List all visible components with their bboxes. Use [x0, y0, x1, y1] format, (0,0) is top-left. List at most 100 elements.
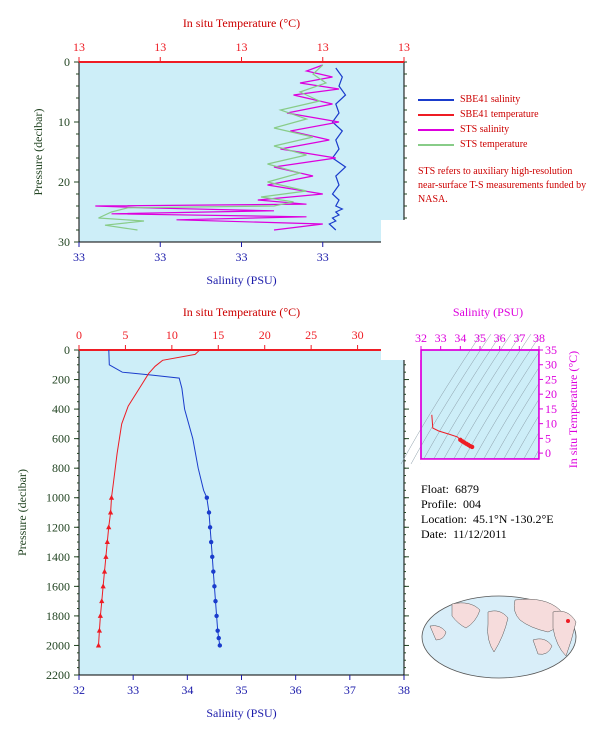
data-point — [208, 539, 214, 545]
land-mass — [552, 610, 577, 657]
right-tick-label: 25 — [545, 372, 557, 386]
series-line — [108, 349, 221, 646]
legend-item: STS salinity — [418, 122, 539, 137]
density-contour — [410, 333, 492, 465]
y-tick-label: 2000 — [46, 638, 70, 652]
legend-label: STS temperature — [460, 139, 528, 150]
data-point — [103, 553, 109, 559]
data-point — [97, 612, 103, 618]
bottom-tick-label: 33 — [73, 250, 85, 264]
top-tick-label: 37 — [513, 331, 525, 345]
series-line — [95, 64, 340, 231]
mask — [381, 220, 421, 360]
top-tick-label: 30 — [352, 328, 364, 342]
series-line — [98, 64, 328, 231]
bottom-tick-label: 36 — [290, 683, 302, 697]
data-point — [100, 583, 106, 589]
location-label: Location: — [421, 512, 467, 526]
top-tick-label: 13 — [317, 40, 329, 54]
profile-value: 004 — [463, 497, 481, 511]
legend-label: SBE41 temperature — [460, 109, 539, 120]
float-value: 6879 — [455, 482, 480, 496]
top-tick-label: 35 — [474, 331, 486, 345]
data-point — [216, 635, 221, 641]
data-point — [210, 554, 215, 560]
legend-swatch — [418, 143, 454, 146]
bottom-tick-label: 37 — [344, 683, 356, 697]
y-tick-label: 1600 — [46, 579, 70, 593]
top-axis-title: In situ Temperature (°C) — [183, 305, 300, 319]
plot-area-top — [78, 61, 405, 243]
right-tick-label: 10 — [545, 417, 557, 431]
data-point — [217, 643, 223, 648]
y-tick-label: 0 — [64, 343, 70, 357]
top-tick-label: 0 — [76, 328, 82, 342]
top-tick-label: 13 — [73, 40, 85, 54]
ts-right-axis-title: In situ Temperature (°C) — [566, 351, 580, 468]
top-tick-label: 33 — [435, 331, 447, 345]
ts-point — [469, 444, 475, 450]
bottom-tick-label: 33 — [317, 250, 329, 264]
y-tick-label: 30 — [58, 235, 70, 249]
legend-label: STS salinity — [460, 124, 510, 135]
legend-swatch — [418, 98, 454, 101]
density-contour — [450, 333, 532, 465]
y-tick-label: 800 — [52, 461, 70, 475]
bottom-tick-label: 33 — [127, 683, 139, 697]
data-point — [101, 568, 108, 574]
data-point — [95, 642, 102, 648]
bottom-tick-label: 34 — [181, 683, 193, 697]
top-tick-label: 25 — [305, 328, 317, 342]
data-point — [106, 524, 112, 530]
data-point — [206, 510, 212, 515]
top-tick-label: 13 — [236, 40, 248, 54]
data-point — [211, 569, 216, 574]
right-tick-label: 0 — [545, 446, 551, 460]
mask — [539, 250, 601, 550]
density-contour — [430, 333, 512, 465]
land-mass — [451, 602, 481, 629]
y-tick-label: 400 — [52, 402, 70, 416]
data-point — [96, 627, 103, 633]
profile-label: Profile: — [421, 497, 457, 511]
data-point — [207, 525, 213, 530]
plot-area-ts — [420, 349, 540, 460]
land-mass — [487, 610, 509, 653]
data-point — [107, 509, 114, 515]
y-tick-label: 600 — [52, 432, 70, 446]
right-tick-label: 5 — [545, 431, 551, 445]
top-tick-label: 10 — [166, 328, 178, 342]
date-value: 11/12/2011 — [453, 527, 507, 541]
legend-swatch — [418, 128, 454, 131]
date-label: Date: — [421, 527, 447, 541]
land-mass — [429, 625, 447, 641]
ts-top-axis-title: Salinity (PSU) — [453, 305, 523, 319]
top-tick-label: 32 — [415, 331, 427, 345]
bottom-tick-label: 35 — [236, 683, 248, 697]
top-tick-label: 13 — [398, 40, 410, 54]
top-tick-label: 34 — [454, 331, 466, 345]
right-tick-label: 20 — [545, 387, 557, 401]
x-axis-title: Salinity (PSU) — [206, 273, 276, 287]
top-tick-label: 15 — [212, 328, 224, 342]
legend-swatch — [418, 113, 454, 116]
density-contour — [460, 333, 542, 465]
sts-note: STS refers to auxiliary high-resolution … — [418, 166, 587, 205]
data-point — [215, 628, 220, 633]
density-contour — [420, 333, 502, 465]
y-tick-label: 0 — [64, 55, 70, 69]
float-label: Float: — [421, 482, 450, 496]
x-axis-title: Salinity (PSU) — [206, 706, 276, 720]
data-point — [104, 539, 110, 545]
y-tick-label: 2200 — [46, 668, 70, 682]
y-tick-label: 10 — [58, 115, 70, 129]
float-location-marker — [566, 619, 570, 623]
bottom-tick-label: 32 — [73, 683, 85, 697]
legend-label: SBE41 salinity — [460, 94, 521, 105]
bottom-tick-label: 38 — [398, 683, 410, 697]
bottom-tick-label: 33 — [154, 250, 166, 264]
y-axis-title: Pressure (decibar) — [31, 109, 45, 196]
density-contour — [400, 333, 482, 465]
top-tick-label: 13 — [154, 40, 166, 54]
